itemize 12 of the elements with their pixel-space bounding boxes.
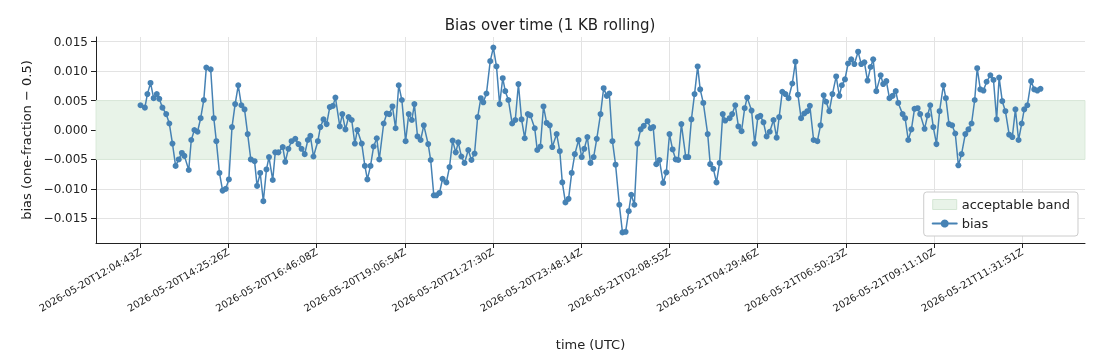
y-axis-title: bias (one-fraction − 0.5) [18,60,34,220]
y-tick-label: 0.010 [53,64,88,79]
y-tick-label: −0.005 [43,152,88,167]
legend-label: acceptable band [961,197,1070,212]
y-tick-label: 0.005 [53,93,88,108]
legend-label: bias [961,216,989,231]
y-tick-label: 0.015 [53,34,88,49]
y-tick-label: 0.000 [53,122,88,137]
y-tick-label: −0.010 [43,181,88,196]
x-axis-title: time (UTC) [555,337,626,352]
y-tick-label: −0.015 [43,211,88,226]
chart-title: Bias over time (1 KB rolling) [444,15,656,34]
